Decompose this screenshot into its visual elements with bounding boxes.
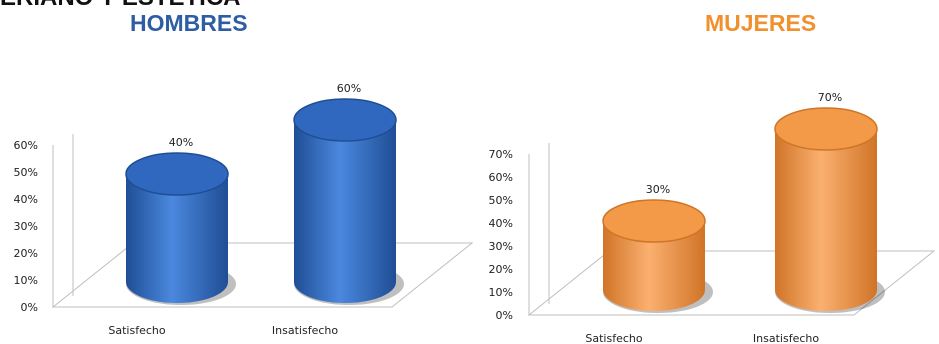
x-tick-label: Insatisfecho	[753, 332, 819, 344]
y-tick-label: 50%	[14, 166, 38, 179]
data-label: 40%	[169, 136, 193, 149]
bar-satisfecho	[126, 174, 228, 303]
data-label: 30%	[646, 183, 670, 196]
x-tick-label: Satisfecho	[108, 324, 165, 337]
bar-insatisfecho	[775, 129, 877, 311]
floor-plane	[51, 242, 474, 308]
bar-satisfecho	[603, 221, 705, 311]
y-tick-label: 50%	[489, 194, 513, 207]
y-tick-label: 70%	[489, 148, 513, 161]
bar-top	[125, 152, 229, 196]
chart-mujeres: 0% 10% 20% 30% 40% 50% 60% 70% 30% Satisfecho 70% I…	[489, 91, 936, 344]
y-tick-label: 30%	[14, 220, 38, 233]
y-tick-label: 30%	[489, 240, 513, 253]
y-tick-label: 20%	[489, 263, 513, 276]
y-tick-label: 40%	[489, 217, 513, 230]
y-tick-label: 10%	[14, 274, 38, 287]
y-tick-label: 20%	[14, 247, 38, 260]
bar-top	[774, 107, 878, 151]
data-label: 70%	[818, 91, 842, 104]
chart-title-hombres: HOMBRES	[130, 10, 248, 36]
x-tick-label: Insatisfecho	[272, 324, 338, 337]
bar-top	[602, 199, 706, 243]
floor-plane	[527, 250, 936, 316]
x-tick-label: Satisfecho	[585, 332, 642, 344]
page-header: ERIANO Y ESTETICA	[0, 0, 241, 12]
chart-hombres: 0% 10% 20% 30% 40% 50% 60% 40% Satisfecho 60% Insa…	[14, 82, 474, 337]
chart-title-mujeres: MUJERES	[705, 10, 817, 36]
y-tick-label: 0%	[21, 301, 38, 314]
y-tick-label: 0%	[496, 309, 513, 322]
y-tick-label: 60%	[489, 171, 513, 184]
y-tick-label: 40%	[14, 193, 38, 206]
data-label: 60%	[337, 82, 361, 95]
y-tick-label: 10%	[489, 286, 513, 299]
bar-top	[293, 98, 397, 142]
y-tick-label: 60%	[14, 139, 38, 152]
bar-insatisfecho	[294, 120, 396, 303]
